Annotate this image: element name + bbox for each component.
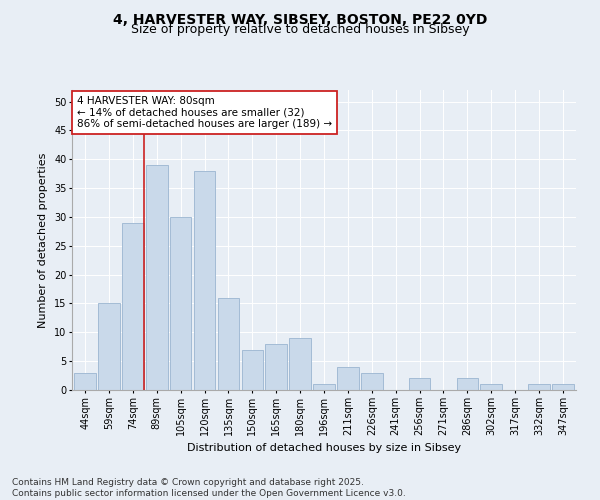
Bar	[218, 298, 239, 390]
Bar	[265, 344, 287, 390]
Bar	[481, 384, 502, 390]
Bar	[409, 378, 430, 390]
Bar	[313, 384, 335, 390]
Text: Size of property relative to detached houses in Sibsey: Size of property relative to detached ho…	[131, 24, 469, 36]
Bar	[194, 171, 215, 390]
Bar	[361, 372, 383, 390]
Bar	[170, 217, 191, 390]
Y-axis label: Number of detached properties: Number of detached properties	[38, 152, 49, 328]
Text: Contains HM Land Registry data © Crown copyright and database right 2025.
Contai: Contains HM Land Registry data © Crown c…	[12, 478, 406, 498]
Bar	[528, 384, 550, 390]
Bar	[74, 372, 96, 390]
X-axis label: Distribution of detached houses by size in Sibsey: Distribution of detached houses by size …	[187, 444, 461, 454]
Bar	[146, 165, 167, 390]
Text: 4 HARVESTER WAY: 80sqm
← 14% of detached houses are smaller (32)
86% of semi-det: 4 HARVESTER WAY: 80sqm ← 14% of detached…	[77, 96, 332, 129]
Bar	[242, 350, 263, 390]
Bar	[457, 378, 478, 390]
Bar	[337, 367, 359, 390]
Bar	[552, 384, 574, 390]
Bar	[122, 222, 143, 390]
Bar	[289, 338, 311, 390]
Text: 4, HARVESTER WAY, SIBSEY, BOSTON, PE22 0YD: 4, HARVESTER WAY, SIBSEY, BOSTON, PE22 0…	[113, 12, 487, 26]
Bar	[98, 304, 120, 390]
